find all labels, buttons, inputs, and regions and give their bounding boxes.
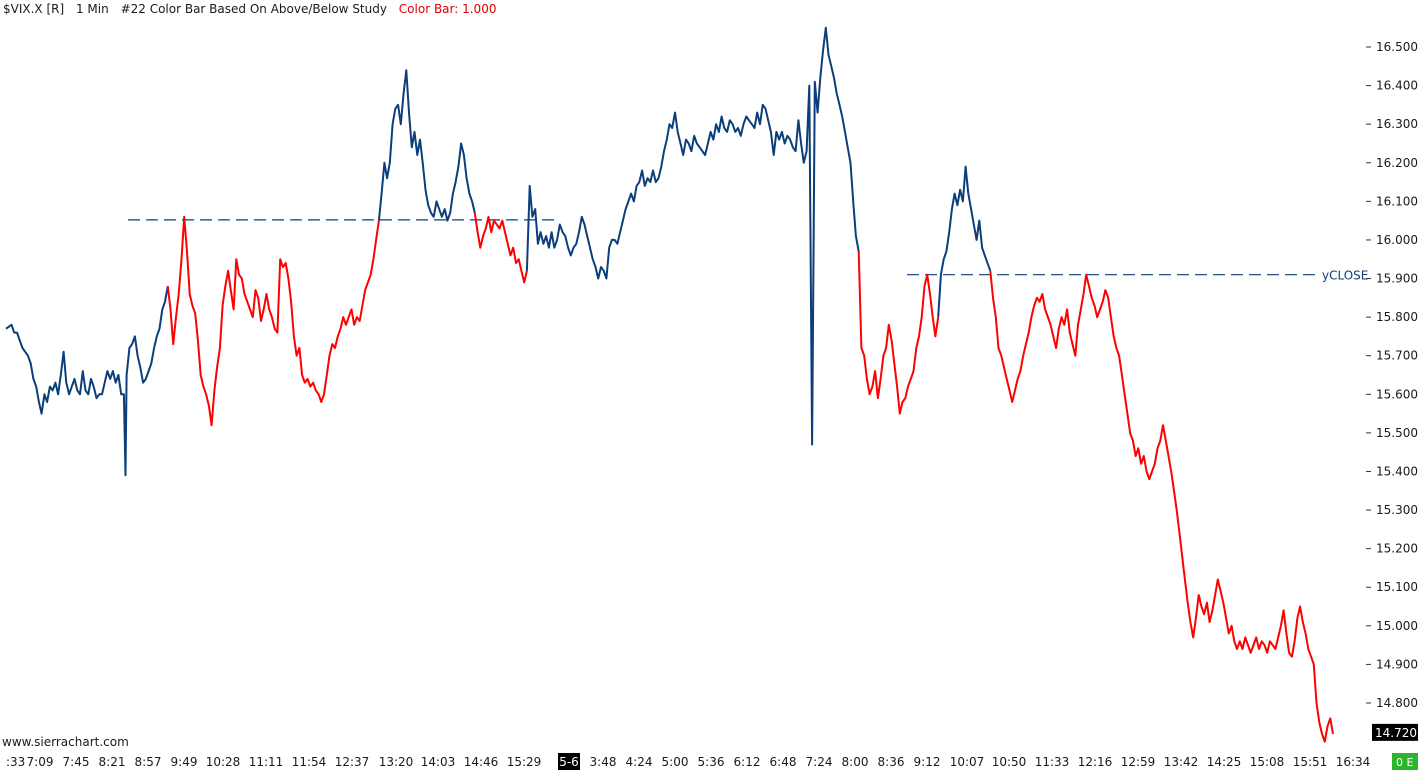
reference-lines: yCLOSE <box>128 219 1368 283</box>
series-segment-below <box>989 270 1334 743</box>
y-tick-label: 15.300 <box>1376 503 1418 517</box>
x-tick-label: 12:59 <box>1121 755 1156 769</box>
x-tick-label: 14:25 <box>1207 755 1242 769</box>
y-tick-label: 15.100 <box>1376 580 1418 594</box>
badge-label: 0 E <box>1396 756 1413 769</box>
last-price-label: 14.720 <box>1375 726 1417 740</box>
series-segment-above <box>937 165 992 318</box>
y-tick-label: 16.200 <box>1376 156 1418 170</box>
x-tick-label: 6:48 <box>770 755 797 769</box>
x-tick-label: 8:36 <box>878 755 905 769</box>
x-tick-label: 15:51 <box>1293 755 1328 769</box>
x-tick-label: 3:48 <box>590 755 617 769</box>
x-tick-label: 8:57 <box>135 755 162 769</box>
x-tick-label: 10:07 <box>950 755 985 769</box>
x-tick-label: 8:00 <box>842 755 869 769</box>
x-tick-label: 13:20 <box>379 755 414 769</box>
chart-header: $VIX.X [R] 1 Min #22 Color Bar Based On … <box>3 1 504 17</box>
series-segment-below <box>473 212 528 284</box>
badge-box <box>1392 753 1418 770</box>
y-tick-label: 14.900 <box>1376 657 1418 671</box>
price-axis[interactable]: 16.500 16.400 16.300 16.200 16.100 16.000 15.9… <box>1366 40 1418 710</box>
y-tick-label: 16.500 <box>1376 40 1418 54</box>
x-tick-label: 16:34 <box>1336 755 1371 769</box>
x-tick-label: 9:49 <box>171 755 198 769</box>
y-tick-label: 16.300 <box>1376 117 1418 131</box>
series-segment-below <box>166 215 380 427</box>
y-tick-label: 14.800 <box>1376 696 1418 710</box>
x-tick-label: 10:50 <box>992 755 1027 769</box>
series-segment-above <box>377 69 476 222</box>
x-tick-label: 4:24 <box>626 755 653 769</box>
x-tick-label: 11:11 <box>249 755 284 769</box>
y-tick-label: 15.700 <box>1376 349 1418 363</box>
y-tick-label: 15.200 <box>1376 542 1418 556</box>
y-tick-label: 15.900 <box>1376 272 1418 286</box>
y-tick-label: 16.400 <box>1376 79 1418 93</box>
x-tick-label: 6:12 <box>734 755 761 769</box>
y-tick-label: 15.800 <box>1376 310 1418 324</box>
x-tick-label: 7:45 <box>63 755 90 769</box>
x-tick-label: 15:29 <box>507 755 542 769</box>
x-tick-label: 7:09 <box>27 755 54 769</box>
y-tick-label: 15.500 <box>1376 426 1418 440</box>
x-tick-label: 15:08 <box>1250 755 1285 769</box>
watermark: www.sierrachart.com <box>2 735 129 749</box>
x-tick-label: 10:28 <box>206 755 241 769</box>
y-tick-label: 15.000 <box>1376 619 1418 633</box>
series-segment-below <box>857 251 940 415</box>
badge: 0 E <box>1392 753 1418 770</box>
x-tick-label: 11:33 <box>1035 755 1070 769</box>
x-tick-label: 5-6 <box>559 755 579 769</box>
x-tick-label: 8:21 <box>99 755 126 769</box>
x-tick-label: 5:36 <box>698 755 725 769</box>
symbol-label[interactable]: $VIX.X [R] <box>3 2 65 16</box>
price-series <box>5 26 1334 743</box>
x-tick-label: 14:46 <box>464 755 499 769</box>
color-bar-value: Color Bar: 1.000 <box>398 2 497 16</box>
x-tick-label: 13:42 <box>1164 755 1199 769</box>
time-axis[interactable]: :33 7:09 7:45 8:21 8:57 9:49 10:28 11:11 11:54 12… <box>6 753 1370 770</box>
x-tick-label: 9:12 <box>914 755 941 769</box>
x-tick-label: 14:03 <box>421 755 456 769</box>
x-tick-label: :33 <box>6 755 25 769</box>
reference-line-label: yCLOSE <box>1322 269 1368 283</box>
x-tick-label: 7:24 <box>806 755 833 769</box>
timeframe-label[interactable]: 1 Min <box>75 2 109 16</box>
x-tick-label: 12:16 <box>1078 755 1113 769</box>
x-tick-label: 12:37 <box>335 755 370 769</box>
y-tick-label: 15.600 <box>1376 387 1418 401</box>
study-label[interactable]: #22 Color Bar Based On Above/Below Study <box>120 2 387 16</box>
last-price-marker: 14.720 <box>1372 723 1418 741</box>
session-break-box <box>558 753 580 770</box>
y-tick-label: 15.400 <box>1376 464 1418 478</box>
y-tick-label: 16.100 <box>1376 194 1418 208</box>
y-tick-label: 16.000 <box>1376 233 1418 247</box>
x-tick-label: 5:00 <box>662 755 689 769</box>
x-tick-label: 11:54 <box>292 755 327 769</box>
series-segment-above <box>525 26 860 446</box>
last-price-box <box>1372 723 1418 741</box>
series-segment-above <box>5 286 169 477</box>
